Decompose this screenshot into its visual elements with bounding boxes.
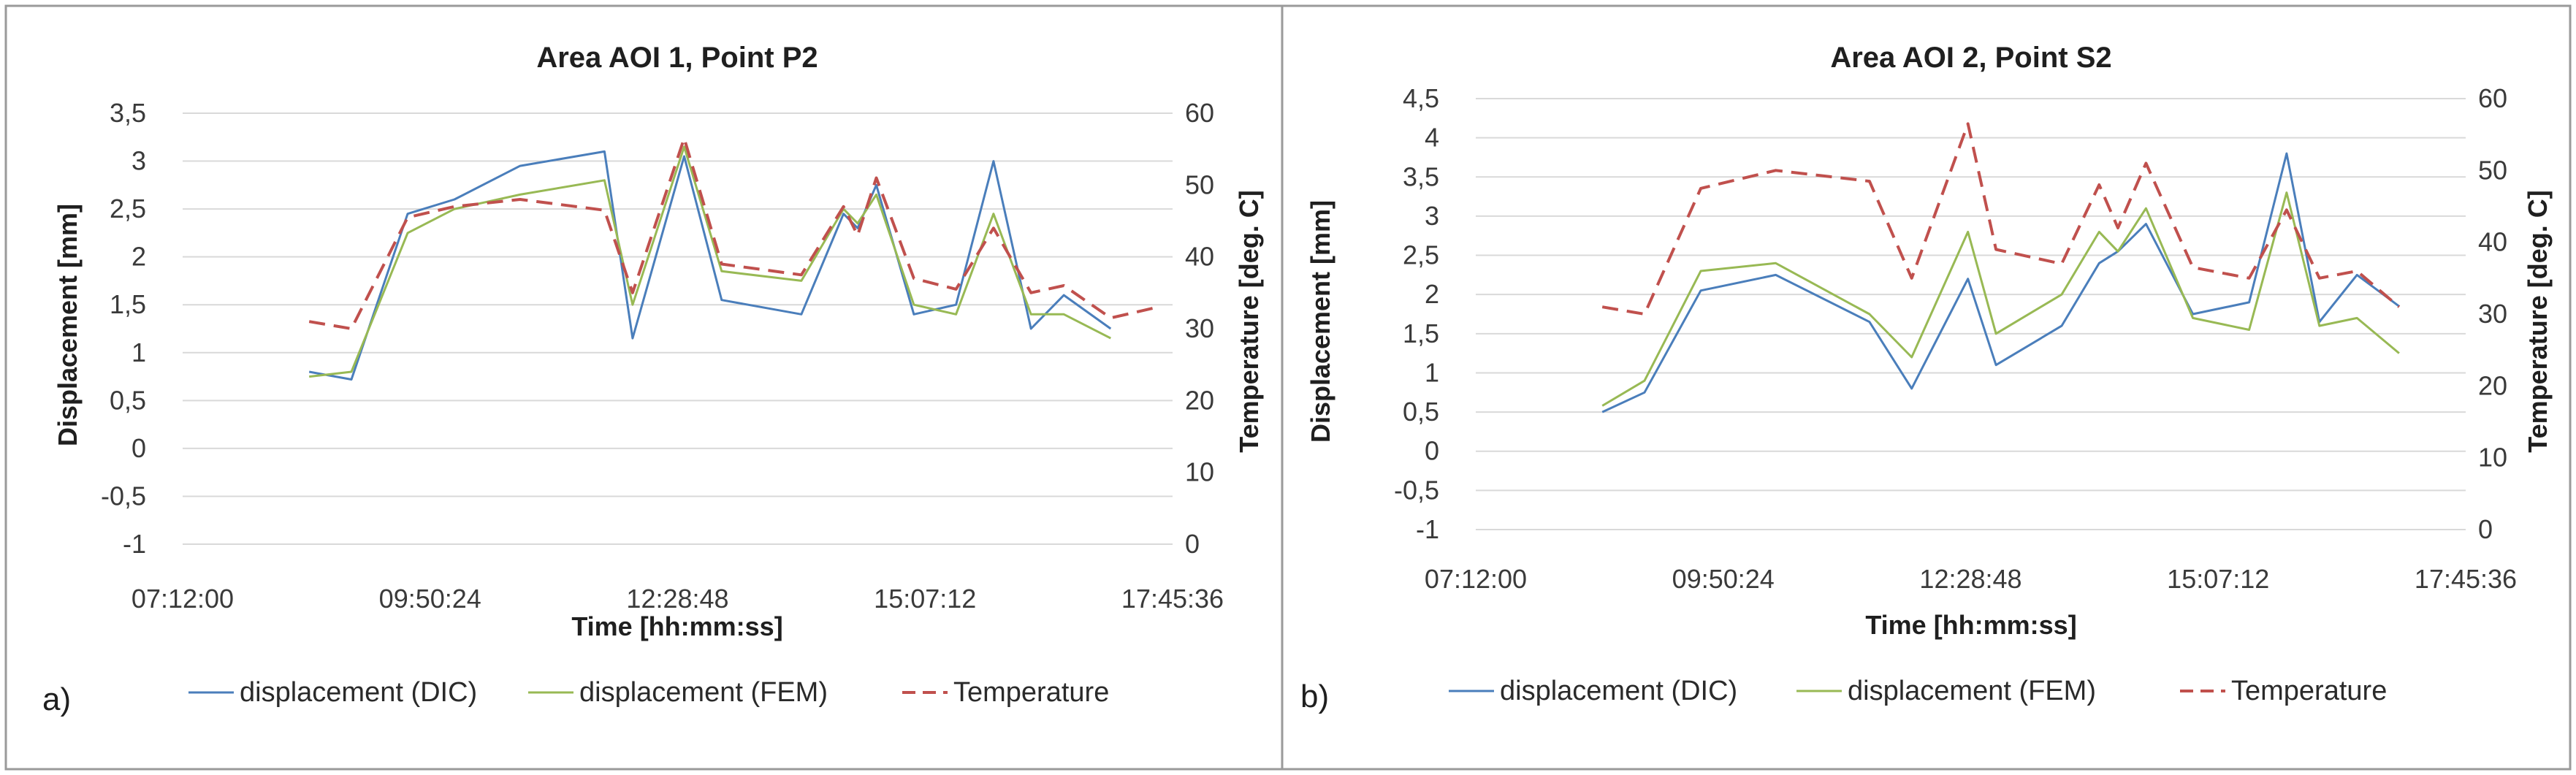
y-tick-label: 4,5	[1403, 83, 1439, 113]
y-tick-label: -1	[1416, 514, 1439, 544]
y-tick-label: 0	[1425, 436, 1439, 466]
y-tick-label: -0,5	[1394, 475, 1439, 505]
figure-frame	[4, 4, 2572, 771]
x-tick-label: 07:12:00	[132, 584, 234, 614]
chart-title: Area AOI 1, Point P2	[536, 42, 818, 74]
legend-entry: Temperature	[953, 677, 1109, 708]
gridlines	[1476, 98, 2466, 530]
y2-tick-label: 50	[1185, 169, 1214, 199]
x-tick-label: 09:50:24	[379, 584, 481, 614]
y2-tick-label: 10	[1185, 457, 1214, 487]
y2-tick-label: 10	[2478, 443, 2507, 473]
y-tick-label: 3	[1425, 201, 1439, 231]
series-line-displacement-fem	[1601, 191, 2400, 407]
y-tick-label: 0,5	[1403, 397, 1439, 427]
legend: displacement (DIC) displacement (FEM) Temp…	[188, 677, 1109, 708]
x-tick-label: 12:28:48	[626, 584, 728, 614]
y-tick-label: 4	[1425, 123, 1439, 153]
x-tick-label: 17:45:36	[1121, 584, 1224, 614]
x-tick-label: 15:07:12	[2167, 564, 2269, 594]
y2-tick-label: 40	[2478, 227, 2507, 257]
y-tick-label: 1	[132, 337, 146, 367]
x-tick-label: 07:12:00	[1425, 564, 1527, 594]
y-tick-label: -1	[123, 529, 146, 559]
series-line-displacement-dic	[1601, 152, 2400, 413]
legend: displacement (DIC) displacement (FEM) Temp…	[1449, 676, 2387, 706]
series-group	[308, 137, 1158, 381]
y2-tick-label: 40	[1185, 242, 1214, 272]
y-axis-ticks: -1 -0,5 0 0,5 1 1,5 2 2,5 3 3,5	[101, 98, 146, 559]
y2-axis-ticks: 0 10 20 30 40 50 60	[2478, 83, 2507, 544]
x-tick-label: 12:28:48	[1919, 564, 2021, 594]
y2-tick-label: 0	[1185, 529, 1200, 559]
y-tick-label: 1,5	[1403, 318, 1439, 348]
legend-entry: Temperature	[2231, 676, 2387, 706]
x-tick-label: 17:45:36	[2415, 564, 2517, 594]
y2-tick-label: 30	[2478, 299, 2507, 329]
y-axis-label: Displacement [mm]	[53, 204, 83, 446]
y-tick-label: 1,5	[110, 289, 146, 319]
gridlines	[183, 112, 1173, 545]
y-tick-label: 2	[1425, 279, 1439, 309]
y-tick-label: 0,5	[110, 385, 146, 415]
y-tick-label: 2,5	[1403, 240, 1439, 270]
y-tick-label: 1	[1425, 357, 1439, 387]
y2-tick-label: 60	[2478, 83, 2507, 113]
series-line-temperature	[308, 137, 1158, 330]
legend-entry: displacement (FEM)	[1848, 676, 2096, 706]
x-axis-ticks: 07:12:00 09:50:24 12:28:48 15:07:12 17:45:36	[1425, 564, 2517, 594]
legend-entry: displacement (DIC)	[1500, 676, 1737, 706]
y2-tick-label: 20	[2478, 370, 2507, 400]
x-axis-label: Time [hh:mm:ss]	[571, 611, 782, 641]
panel-label: b)	[1300, 679, 1329, 714]
x-axis-ticks: 07:12:00 09:50:24 12:28:48 15:07:12 17:45:36	[132, 584, 1224, 614]
series-group	[1601, 122, 2401, 413]
y2-axis-label: Temperature [deg. C]	[1234, 190, 1264, 452]
series-line-displacement-fem	[309, 145, 1111, 378]
y-tick-label: 2,5	[110, 194, 146, 224]
chart-panel-b: Area AOI 2, Point S2 -1 -0,5 0 0,5 1 1,5 2 2,5 3…	[1300, 42, 2553, 714]
legend-entry: displacement (DIC)	[240, 677, 477, 708]
y-tick-label: 2	[132, 242, 146, 272]
y-tick-label: 3,5	[110, 98, 146, 128]
chart-panel-a: Area AOI 1, Point P2 -1 -0,5 0 0,5 1 1,5 2 2,5 3…	[42, 42, 1264, 717]
y2-tick-label: 60	[1185, 98, 1214, 128]
x-tick-label: 15:07:12	[874, 584, 976, 614]
y-tick-label: 3	[132, 146, 146, 176]
y-tick-label: -0,5	[101, 481, 146, 511]
x-tick-label: 09:50:24	[1672, 564, 1775, 594]
y-tick-label: 0	[132, 433, 146, 463]
y2-axis-label: Temperature [deg. C]	[2523, 190, 2553, 452]
y2-tick-label: 0	[2478, 514, 2493, 544]
y2-tick-label: 50	[2478, 155, 2507, 185]
panel-label: a)	[42, 682, 71, 717]
y2-tick-label: 30	[1185, 313, 1214, 343]
y-axis-label: Displacement [mm]	[1306, 200, 1335, 443]
y2-tick-label: 20	[1185, 385, 1214, 415]
y2-axis-ticks: 0 10 20 30 40 50 60	[1185, 98, 1214, 559]
series-line-displacement-dic	[308, 150, 1112, 381]
legend-entry: displacement (FEM)	[579, 677, 828, 708]
chart-title: Area AOI 2, Point S2	[1830, 42, 2111, 74]
x-axis-label: Time [hh:mm:ss]	[1865, 610, 2076, 640]
y-axis-ticks: -1 -0,5 0 0,5 1 1,5 2 2,5 3 3,5 4 4,5	[1394, 83, 1439, 544]
y-tick-label: 3,5	[1403, 161, 1439, 191]
